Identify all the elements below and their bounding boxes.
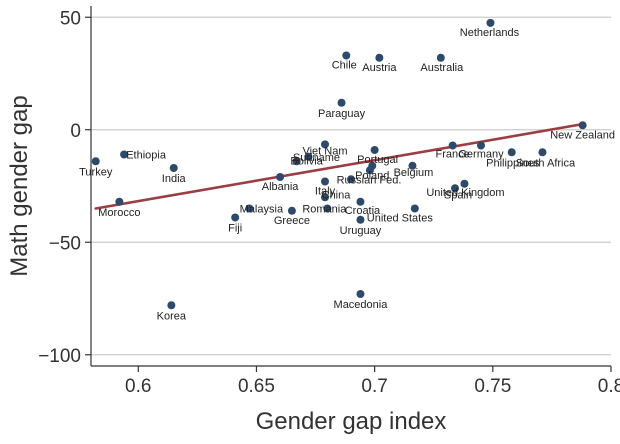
data-point — [356, 197, 365, 206]
data-point — [321, 177, 329, 186]
data-point — [292, 157, 301, 166]
data-point — [477, 141, 485, 150]
point-label: Malaysia — [240, 204, 284, 216]
point-label: Austria — [362, 62, 397, 74]
data-point — [167, 301, 176, 310]
data-point — [120, 150, 129, 159]
point-label: Philippines — [486, 157, 540, 169]
point-label: Suriname — [293, 152, 340, 164]
point-label: South Africa — [516, 157, 576, 169]
data-point — [538, 148, 547, 157]
data-point — [321, 193, 329, 202]
data-point — [448, 141, 457, 150]
point-label: Poland — [355, 170, 389, 182]
point-label: Uruguay — [340, 225, 382, 237]
point-label: Viet Nam — [302, 145, 347, 157]
point-label: Turkey — [79, 166, 113, 178]
data-point — [323, 204, 332, 213]
data-point — [410, 204, 419, 213]
data-point — [337, 98, 346, 107]
data-point — [356, 290, 365, 298]
y-ticks: 50 0 −50 −100 — [38, 8, 91, 367]
data-point — [304, 152, 313, 161]
data-point — [276, 173, 285, 181]
point-labels: Netherlands Chile Austria Australia Paraguay… — [79, 27, 615, 322]
point-label: Spain — [444, 189, 472, 201]
x-ticks: 0.6 0.65 0.7 0.75 0.8 — [125, 366, 620, 397]
axes — [90, 6, 611, 367]
y-tick-label: −50 — [49, 233, 81, 254]
y-tick-label: 50 — [60, 8, 81, 29]
point-label: Germany — [458, 149, 504, 161]
point-label: France — [436, 149, 470, 161]
data-point — [321, 140, 329, 149]
x-tick-label: 0.7 — [361, 376, 387, 397]
point-label: Paraguay — [318, 108, 366, 120]
data-point — [169, 164, 178, 172]
y-tick-label: −100 — [38, 346, 81, 367]
data-point — [356, 215, 365, 224]
x-axis-title: Gender gap index — [256, 408, 447, 435]
y-tick-label: 0 — [70, 121, 81, 142]
point-label: Fiji — [228, 223, 242, 235]
data-point — [245, 204, 254, 213]
y-axis-title: Math gender gap — [6, 95, 33, 276]
data-point — [451, 184, 459, 193]
point-label: Bolivia — [290, 155, 323, 167]
point-label: United States — [367, 213, 434, 225]
data-point — [460, 179, 469, 188]
data-point — [115, 197, 124, 206]
point-label: Belgium — [394, 167, 434, 179]
data-point — [486, 18, 495, 27]
point-label: Russian Fed. — [337, 174, 402, 186]
data-point — [342, 51, 351, 60]
data-point — [365, 166, 374, 175]
point-label: Italy — [315, 186, 336, 198]
point-label: Croatia — [345, 205, 381, 217]
data-point — [347, 175, 355, 184]
data-point — [578, 121, 587, 130]
x-tick-label: 0.75 — [474, 376, 511, 397]
point-label: Netherlands — [460, 27, 520, 39]
data-point — [436, 53, 445, 62]
data-point — [408, 161, 417, 170]
point-label: United Kingdom — [426, 187, 504, 199]
point-label: Australia — [420, 62, 464, 74]
point-label: Chile — [332, 60, 357, 72]
gridlines — [91, 16, 611, 356]
x-tick-label: 0.8 — [598, 376, 620, 397]
point-label: China — [322, 189, 352, 201]
point-label: Portugal — [357, 154, 398, 166]
point-label: Greece — [274, 215, 310, 227]
fit-line — [94, 122, 584, 210]
x-tick-label: 0.65 — [238, 376, 275, 397]
point-label: India — [162, 173, 187, 185]
point-label: Albania — [262, 181, 300, 193]
point-label: Romania — [302, 204, 347, 216]
data-point — [231, 213, 240, 222]
data-point — [507, 148, 516, 157]
data-point — [287, 206, 296, 215]
point-label: New Zealand — [550, 129, 615, 141]
data-points — [91, 18, 587, 310]
data-point — [370, 146, 379, 154]
point-label: Ethiopia — [126, 150, 167, 162]
data-point — [375, 53, 384, 62]
point-label: Morocco — [98, 207, 140, 219]
point-label: Korea — [157, 310, 187, 322]
x-tick-label: 0.6 — [125, 376, 151, 397]
point-label: Macedonia — [334, 299, 389, 311]
data-point — [91, 157, 100, 166]
